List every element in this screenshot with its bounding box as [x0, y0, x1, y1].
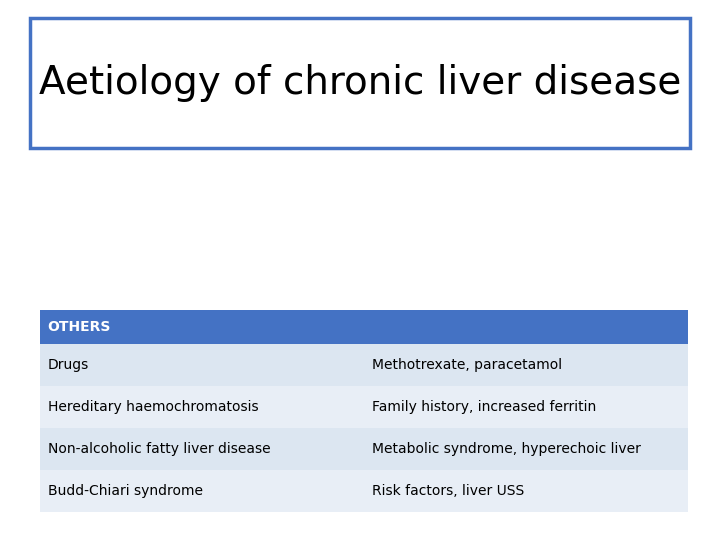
Bar [40, 344, 688, 386]
Bar [30, 18, 690, 148]
Bar [40, 428, 688, 470]
Text: Non-alcoholic fatty liver disease: Non-alcoholic fatty liver disease [48, 442, 270, 456]
Text: OTHERS: OTHERS [48, 320, 111, 334]
Text: Drugs: Drugs [48, 358, 89, 372]
Text: Risk factors, liver USS: Risk factors, liver USS [372, 484, 524, 498]
Bar [40, 470, 688, 512]
Bar [40, 386, 688, 428]
Text: Aetiology of chronic liver disease: Aetiology of chronic liver disease [39, 64, 681, 102]
Text: Methotrexate, paracetamol: Methotrexate, paracetamol [372, 358, 562, 372]
Text: Metabolic syndrome, hyperechoic liver: Metabolic syndrome, hyperechoic liver [372, 442, 641, 456]
Text: Budd-Chiari syndrome: Budd-Chiari syndrome [48, 484, 202, 498]
Text: Hereditary haemochromatosis: Hereditary haemochromatosis [48, 400, 258, 414]
Text: Family history, increased ferritin: Family history, increased ferritin [372, 400, 596, 414]
Bar [40, 310, 688, 344]
